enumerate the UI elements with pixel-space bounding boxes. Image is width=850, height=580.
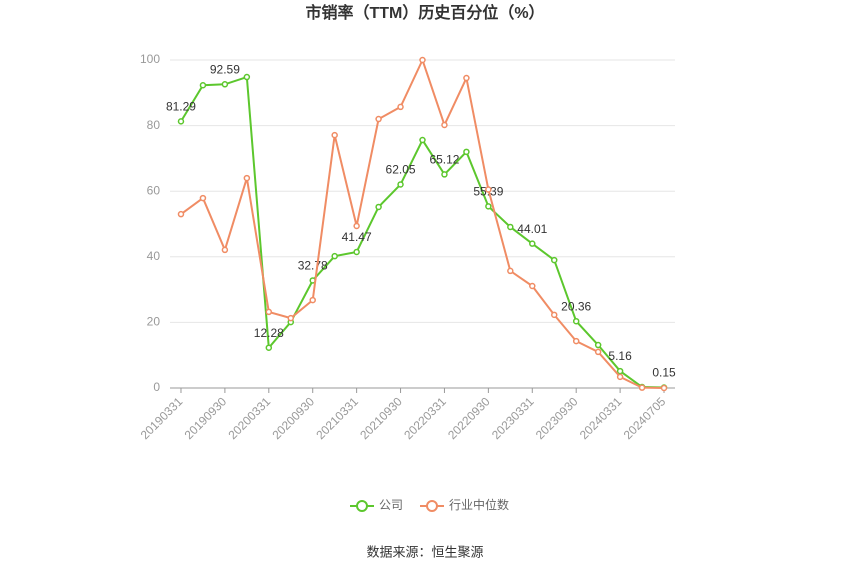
- value-label: 92.59: [210, 62, 240, 76]
- point: [507, 223, 514, 231]
- point: [243, 174, 251, 182]
- point: [177, 118, 185, 125]
- point: [441, 171, 448, 178]
- value-label: 20.36: [561, 299, 591, 313]
- value-label: 62.05: [386, 163, 416, 177]
- legend-label: 公司: [379, 498, 403, 512]
- point: [199, 82, 207, 89]
- value-label: 5.16: [608, 349, 632, 363]
- point: [353, 222, 360, 230]
- value-label: 81.29: [166, 100, 196, 114]
- source: 数据来源：恒生聚源: [366, 544, 483, 559]
- point: [485, 203, 492, 210]
- x-tick-label: 20240705: [621, 394, 669, 442]
- point: [594, 348, 602, 356]
- x-tick-label: 20200331: [226, 394, 274, 442]
- point: [507, 267, 514, 275]
- point: [572, 337, 580, 345]
- series-line: [180, 75, 665, 389]
- value-label: 32.78: [298, 259, 328, 273]
- point: [375, 203, 382, 211]
- y-tick-label: 60: [147, 183, 161, 197]
- point: [572, 317, 580, 325]
- point: [265, 344, 273, 351]
- point: [243, 73, 251, 81]
- value-label: 0.15: [652, 366, 676, 380]
- point: [397, 103, 404, 111]
- point: [397, 181, 404, 188]
- y-tick-label: 0: [153, 380, 160, 394]
- point: [375, 115, 382, 123]
- point: [199, 194, 207, 202]
- point: [419, 56, 426, 64]
- chart-title: 市销率（TTM）历史百分位（%）: [305, 3, 544, 22]
- x-tick-label: 20220930: [445, 394, 493, 442]
- x-tick-label: 20210930: [357, 394, 405, 442]
- point: [309, 296, 316, 304]
- point: [463, 74, 470, 82]
- point: [485, 186, 492, 193]
- x-tick-label: 20240331: [577, 394, 625, 442]
- point: [616, 367, 624, 375]
- point: [616, 373, 624, 381]
- point: [419, 136, 426, 144]
- legend-label: 行业中位数: [449, 497, 509, 512]
- point: [529, 282, 536, 290]
- y-tick-label: 80: [147, 118, 161, 132]
- x-tick-label: 20190930: [182, 394, 230, 442]
- point: [638, 384, 646, 391]
- point: [331, 131, 338, 139]
- x-tick-label: 20190331: [138, 394, 186, 442]
- legend-marker: [426, 500, 438, 512]
- y-tick-label: 20: [147, 315, 161, 329]
- x-tick-label: 20200930: [269, 394, 317, 442]
- point: [221, 246, 229, 254]
- point: [331, 252, 338, 260]
- point: [287, 314, 295, 322]
- point: [353, 248, 360, 256]
- point: [660, 384, 668, 392]
- point: [463, 148, 470, 156]
- x-tick-label: 20220331: [401, 394, 449, 442]
- y-tick-label: 40: [147, 249, 161, 263]
- point: [529, 240, 536, 247]
- point: [221, 81, 229, 88]
- point: [550, 256, 558, 264]
- point: [594, 341, 602, 349]
- legend-marker: [356, 500, 368, 512]
- value-label: 12.28: [254, 326, 284, 340]
- x-tick-label: 20210331: [313, 394, 361, 442]
- point: [177, 210, 185, 218]
- point: [265, 308, 273, 316]
- x-tick-label: 20230331: [489, 394, 537, 442]
- y-tick-label: 100: [140, 52, 160, 66]
- value-label: 65.12: [429, 153, 459, 167]
- value-label: 41.47: [342, 230, 372, 244]
- point: [550, 311, 558, 319]
- x-tick-label: 20230930: [533, 394, 581, 442]
- point: [441, 121, 448, 129]
- value-label: 44.01: [517, 222, 547, 236]
